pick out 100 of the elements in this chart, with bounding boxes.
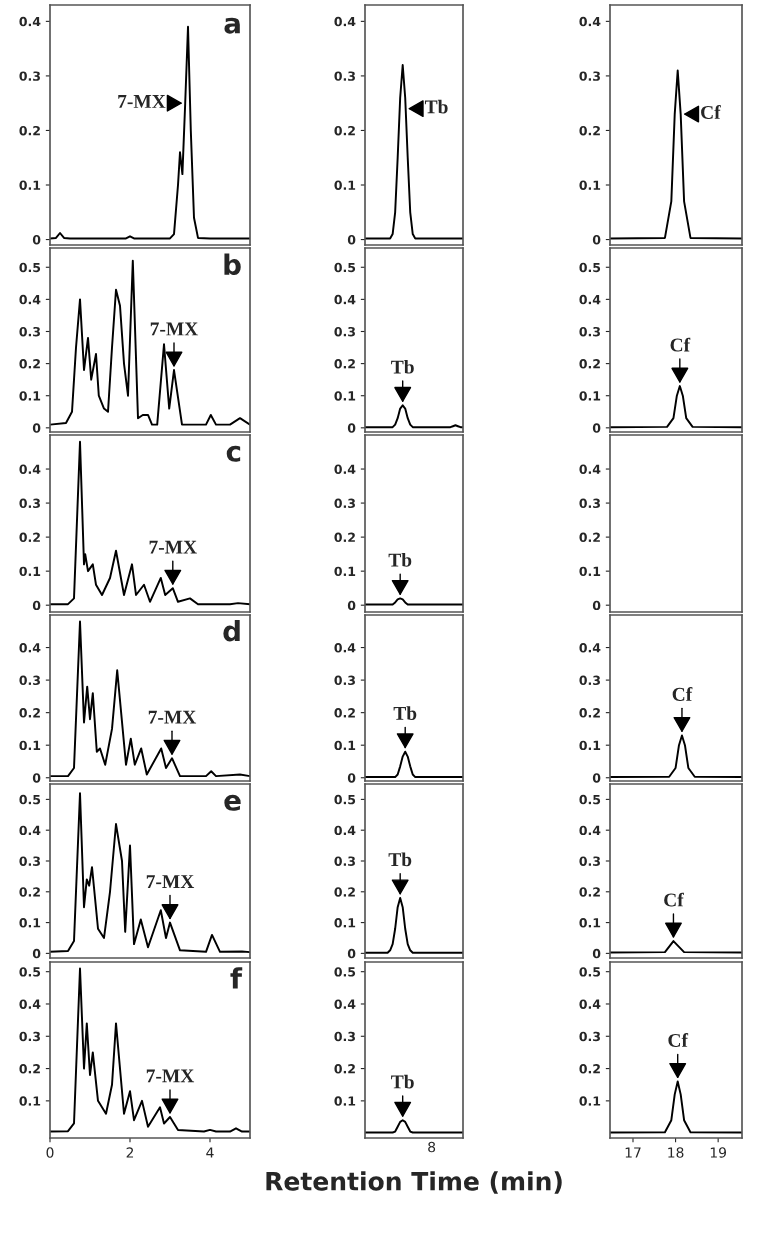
y-tick-label: 0.3 bbox=[334, 1031, 355, 1042]
y-tick-label: 0.3 bbox=[19, 71, 40, 81]
annotation: Cf bbox=[670, 337, 691, 352]
annotation: Cf bbox=[664, 892, 684, 907]
y-tick-label: 0 bbox=[592, 235, 601, 245]
y-tick-label: 0.4 bbox=[19, 464, 41, 474]
x-tick-label: 4 bbox=[206, 1147, 214, 1158]
y-tick-label: 0.3 bbox=[334, 498, 355, 508]
chart-title: f bbox=[230, 967, 243, 989]
annotation: 7-MX bbox=[149, 540, 197, 554]
y-tick-label: 0.2 bbox=[334, 708, 355, 718]
annotation: Tb bbox=[391, 1074, 414, 1089]
y-tick-label: 0.3 bbox=[334, 856, 355, 866]
chart-title: b bbox=[224, 253, 241, 276]
y-tick-label: 0.5 bbox=[334, 794, 356, 805]
y-tick-label: 0 bbox=[32, 423, 41, 433]
y-tick-label: 0.4 bbox=[579, 999, 601, 1009]
y-tick-label: 0.1 bbox=[19, 566, 41, 577]
y-tick-label: 0.5 bbox=[334, 262, 356, 273]
y-tick-label: 0.3 bbox=[579, 856, 600, 866]
y-tick-label: 0.3 bbox=[579, 675, 600, 686]
y-tick-label: 0 bbox=[347, 235, 356, 245]
y-tick-label: 0 bbox=[592, 423, 601, 433]
y-tick-label: 0.3 bbox=[19, 1031, 40, 1042]
y-tick-label: 0.5 bbox=[579, 967, 601, 977]
y-tick-label: 0.4 bbox=[579, 16, 601, 27]
y-tick-label: 0.3 bbox=[579, 326, 600, 337]
y-tick-label: 0.2 bbox=[579, 887, 600, 897]
y-tick-label: 0.2 bbox=[579, 532, 600, 543]
y-tick-label: 0.3 bbox=[579, 498, 600, 508]
x-tick-label: 2 bbox=[126, 1147, 134, 1158]
y-tick-label: 0 bbox=[592, 773, 601, 783]
y-tick-label: 0 bbox=[347, 948, 356, 959]
y-tick-label: 0.3 bbox=[334, 326, 355, 337]
chart-title: d bbox=[223, 619, 240, 642]
y-tick-label: 0.2 bbox=[579, 359, 600, 369]
y-tick-label: 0.3 bbox=[579, 1031, 600, 1042]
y-tick-label: 0.2 bbox=[334, 1064, 355, 1074]
y-tick-label: 0.1 bbox=[334, 740, 356, 751]
y-tick-label: 0.4 bbox=[579, 643, 601, 653]
y-tick-label: 0.5 bbox=[19, 967, 41, 977]
y-tick-label: 0.4 bbox=[334, 294, 356, 305]
y-tick-label: 0.4 bbox=[579, 294, 601, 305]
annotation: 7-MX bbox=[146, 1069, 195, 1083]
annotation: 7-MX bbox=[150, 322, 199, 336]
y-tick-label: 0.5 bbox=[19, 262, 41, 273]
y-tick-label: 0.1 bbox=[579, 566, 601, 577]
y-tick-label: 0.1 bbox=[579, 918, 601, 928]
y-tick-label: 0.1 bbox=[19, 180, 41, 190]
y-tick-label: 0.2 bbox=[334, 359, 355, 369]
y-tick-label: 0.2 bbox=[19, 125, 40, 136]
y-tick-label: 0.3 bbox=[579, 71, 600, 81]
y-tick-label: 0.1 bbox=[334, 1096, 356, 1106]
y-tick-label: 0.1 bbox=[334, 180, 356, 190]
y-tick-label: 0.4 bbox=[334, 464, 356, 474]
chart-title: a bbox=[224, 17, 240, 34]
y-tick-label: 0.2 bbox=[19, 1064, 40, 1074]
y-tick-label: 0 bbox=[32, 773, 41, 783]
y-tick-label: 0.3 bbox=[19, 326, 40, 337]
annotation: Tb bbox=[393, 706, 417, 720]
y-tick-label: 0.2 bbox=[19, 887, 40, 897]
y-tick-label: 0.3 bbox=[334, 675, 355, 686]
y-tick-label: 0.3 bbox=[334, 71, 355, 81]
annotation: Cf bbox=[668, 1033, 689, 1047]
y-tick-label: 0 bbox=[32, 948, 41, 959]
y-tick-label: 0.3 bbox=[19, 498, 40, 508]
y-tick-label: 0.2 bbox=[334, 887, 355, 897]
y-tick-label: 0.1 bbox=[19, 918, 41, 928]
text: 8 bbox=[428, 1141, 436, 1153]
annotation: 7-MX bbox=[146, 875, 195, 888]
y-tick-label: 0.2 bbox=[334, 125, 355, 136]
y-tick-label: 0.1 bbox=[579, 1096, 601, 1106]
annotation: 7-MX bbox=[148, 710, 197, 724]
y-tick-label: 0.1 bbox=[334, 566, 356, 577]
y-tick-label: 0.1 bbox=[579, 180, 601, 190]
y-tick-label: 0.5 bbox=[334, 967, 356, 977]
y-tick-label: 0 bbox=[347, 600, 356, 611]
y-tick-label: 0.5 bbox=[579, 794, 601, 805]
y-tick-label: 0.1 bbox=[579, 740, 601, 751]
annotation: Cf bbox=[672, 687, 693, 701]
y-tick-label: 0.4 bbox=[19, 294, 41, 305]
y-tick-label: 0 bbox=[32, 235, 41, 245]
y-tick-label: 0.4 bbox=[19, 16, 41, 27]
y-tick-label: 0.1 bbox=[19, 391, 41, 401]
annotation: Tb bbox=[391, 359, 414, 374]
x-tick-label: 17 bbox=[625, 1147, 641, 1158]
y-tick-label: 0.2 bbox=[579, 125, 600, 136]
y-tick-label: 0.4 bbox=[579, 825, 601, 836]
y-tick-label: 0 bbox=[592, 600, 601, 611]
y-tick-label: 0.2 bbox=[579, 708, 600, 718]
y-tick-label: 0 bbox=[347, 773, 356, 783]
y-tick-label: 0.2 bbox=[19, 708, 40, 718]
y-tick-label: 0.5 bbox=[579, 262, 601, 273]
y-tick-label: 0 bbox=[347, 423, 356, 433]
y-tick-label: 0.4 bbox=[19, 999, 41, 1009]
x-tick-label: 19 bbox=[710, 1147, 727, 1158]
y-tick-label: 0.2 bbox=[19, 532, 40, 543]
x-tick-label: 0 bbox=[46, 1147, 54, 1158]
x-tick-label: 18 bbox=[668, 1147, 684, 1158]
chart-title: c bbox=[226, 445, 241, 462]
